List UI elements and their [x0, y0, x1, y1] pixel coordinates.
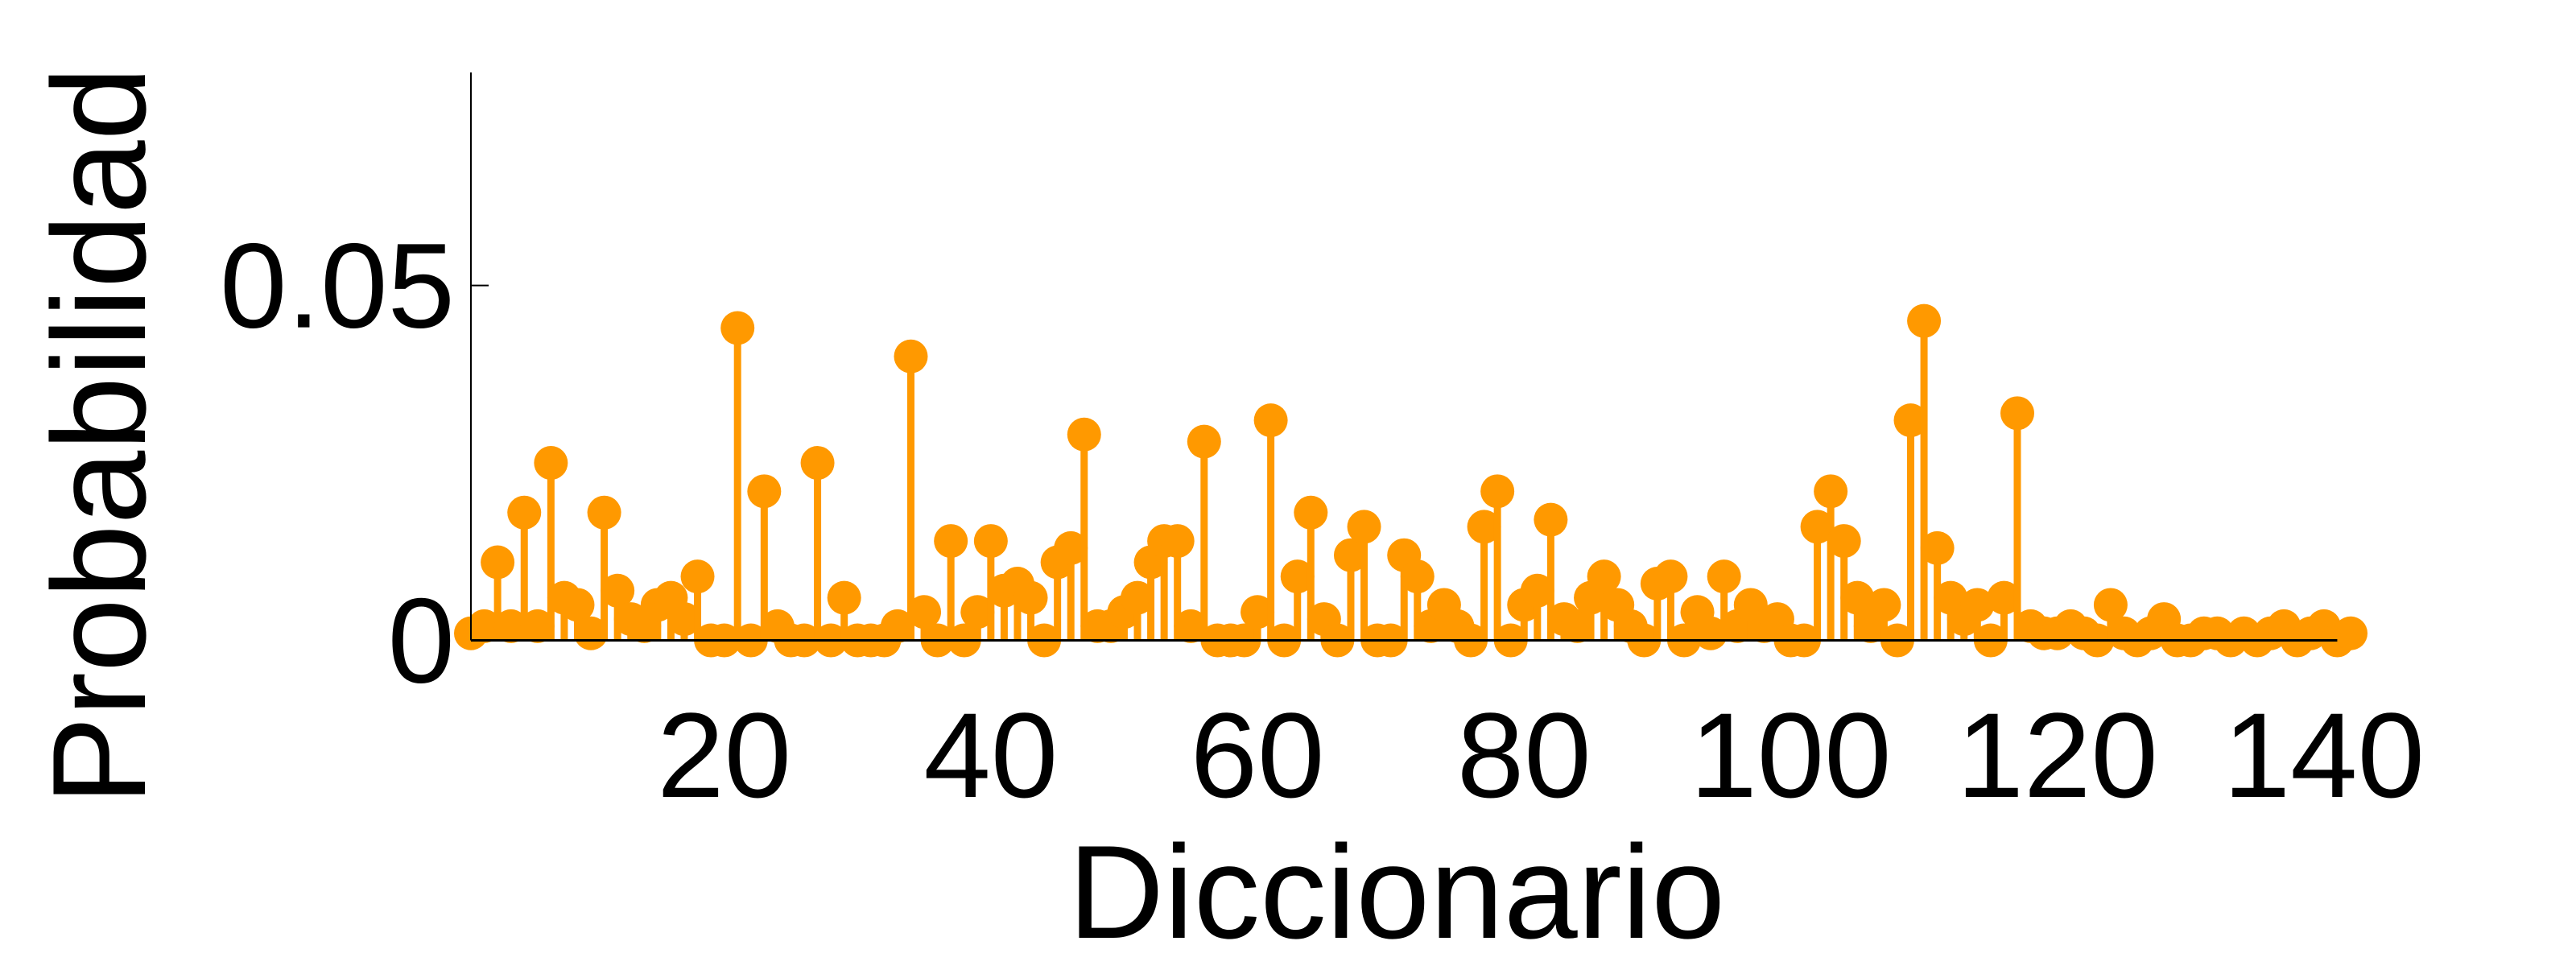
stem-marker — [894, 339, 928, 374]
stem-marker — [827, 580, 861, 615]
stem-marker — [800, 446, 835, 481]
stem-marker — [1560, 609, 1595, 643]
stem-marker — [2000, 396, 2034, 431]
stem-marker — [1400, 559, 1435, 594]
y-axis-ticks: 00.05 — [220, 218, 489, 708]
x-tick-label: 60 — [1191, 687, 1325, 823]
x-tick-label: 20 — [657, 687, 791, 823]
x-tick-label: 40 — [923, 687, 1058, 823]
stem-marker — [1467, 510, 1501, 544]
stem-marker — [1893, 403, 1928, 438]
stem-marker — [574, 616, 609, 650]
stem-series — [454, 303, 2368, 658]
x-tick-label: 140 — [2223, 687, 2425, 823]
y-tick-label: 0.05 — [220, 218, 455, 353]
stem-marker — [1333, 538, 1368, 572]
stem-marker — [1121, 580, 1155, 615]
stem-marker — [1067, 417, 1101, 452]
stem-marker — [493, 609, 528, 643]
stem-marker — [467, 609, 502, 643]
stem-marker — [587, 495, 621, 530]
stem-marker — [1480, 474, 1515, 509]
stem-marker — [1174, 609, 1208, 643]
x-tick-label: 80 — [1457, 687, 1591, 823]
stem-marker — [747, 474, 782, 509]
stem-marker — [1280, 559, 1315, 594]
stem-marker — [667, 602, 701, 637]
x-axis-label: Diccionario — [1068, 818, 1725, 966]
stem-marker — [1241, 595, 1275, 629]
stem-marker — [481, 545, 515, 580]
stem-marker — [1187, 424, 1221, 459]
stem-marker — [1294, 495, 1328, 530]
stem-marker — [934, 524, 968, 559]
stem-marker — [2093, 588, 2128, 622]
stem-marker — [2334, 616, 2368, 650]
stem-marker — [907, 595, 942, 629]
stem-marker — [973, 524, 1008, 559]
stem-marker — [1253, 403, 1288, 438]
stem-marker — [1907, 303, 1942, 338]
stem-marker — [1694, 616, 1728, 650]
stem-marker — [1840, 580, 1875, 615]
stem-marker — [1707, 559, 1741, 594]
x-axis-ticks: 20 40 60 80 100 120 140 — [657, 687, 2425, 823]
stem-marker — [534, 446, 568, 481]
stem-marker — [560, 588, 595, 622]
stem-marker — [1827, 524, 1861, 559]
y-tick-label: 0 — [388, 573, 455, 708]
stem-marker — [1867, 588, 1901, 622]
stem-marker — [1653, 559, 1688, 594]
y-axis-label: Probabilidad — [25, 67, 173, 805]
stem-marker — [1587, 559, 1621, 594]
stem-marker — [720, 311, 755, 345]
stem-marker — [1960, 588, 1995, 622]
stem-marker — [1800, 510, 1835, 544]
stem-marker — [507, 495, 542, 530]
stem-marker — [680, 559, 715, 594]
stem-marker — [1814, 474, 1848, 509]
stem-marker — [1347, 510, 1381, 544]
stem-marker — [880, 609, 914, 643]
stem-marker — [1920, 530, 1955, 565]
stem-marker — [1160, 524, 1195, 559]
stem-marker — [1534, 502, 1568, 537]
stem-marker — [960, 595, 995, 629]
stem-marker — [1987, 580, 2021, 615]
stem-marker — [1013, 580, 1048, 615]
stem-marker — [601, 573, 635, 608]
stem-marker — [1520, 573, 1554, 608]
stem-marker — [1054, 530, 1088, 565]
x-tick-label: 120 — [1957, 687, 2158, 823]
stem-marker — [520, 609, 555, 643]
x-tick-label: 100 — [1690, 687, 1891, 823]
